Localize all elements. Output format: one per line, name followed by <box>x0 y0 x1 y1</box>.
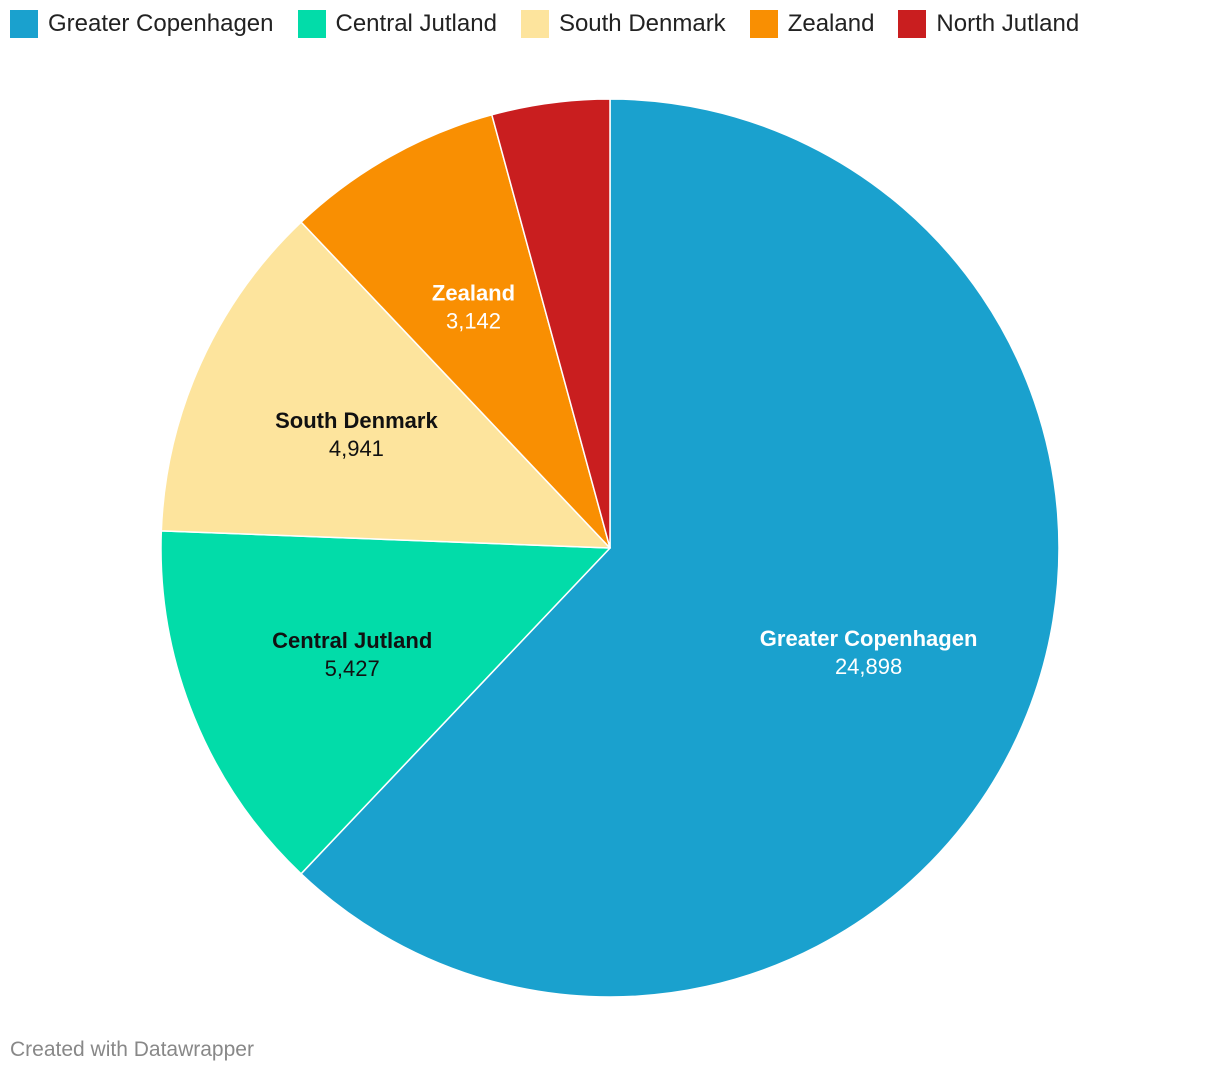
legend-swatch <box>297 10 326 38</box>
slice-value-greater-copenhagen: 24,898 <box>835 654 902 679</box>
legend-swatch <box>10 10 38 38</box>
pie-slice-greater-copenhagen <box>300 98 1060 998</box>
legend-swatch <box>898 10 927 38</box>
legend-swatch <box>520 10 549 38</box>
pie-slice-south-denmark <box>160 221 611 549</box>
pie-slice-central-jutland <box>160 530 611 875</box>
slice-value-zealand: 3,142 <box>446 308 501 333</box>
legend-item-north-jutland: North Jutland <box>898 10 1079 38</box>
chart-legend: Greater Copenhagen Central Jutland South D… <box>10 9 1103 39</box>
pie-slices <box>160 98 1060 998</box>
legend-label: North Jutland <box>936 10 1080 37</box>
legend-item-central-jutland: Central Jutland <box>297 10 497 38</box>
slice-label-south-denmark: South Denmark <box>275 408 438 433</box>
slice-label-central-jutland: Central Jutland <box>272 628 432 653</box>
slice-label-greater-copenhagen: Greater Copenhagen <box>760 626 978 651</box>
legend-label: Central Jutland <box>335 10 497 37</box>
credit-text: Created with Datawrapper <box>10 1038 254 1061</box>
legend-label: Zealand <box>787 10 875 37</box>
pie-labels: Greater Copenhagen 24,898 Central Jutland 5… <box>272 280 977 681</box>
legend-label: Greater Copenhagen <box>48 10 274 37</box>
legend-swatch <box>749 10 778 38</box>
pie-slice-north-jutland <box>491 98 611 549</box>
legend-item-zealand: Zealand <box>749 10 875 38</box>
slice-value-central-jutland: 5,427 <box>325 656 380 681</box>
slice-value-south-denmark: 4,941 <box>329 436 384 461</box>
legend-item-south-denmark: South Denmark <box>520 10 726 38</box>
legend-item-greater-copenhagen: Greater Copenhagen <box>10 10 274 38</box>
pie-slice-zealand <box>300 114 611 549</box>
slice-label-zealand: Zealand <box>432 280 515 305</box>
legend-label: South Denmark <box>558 10 726 37</box>
